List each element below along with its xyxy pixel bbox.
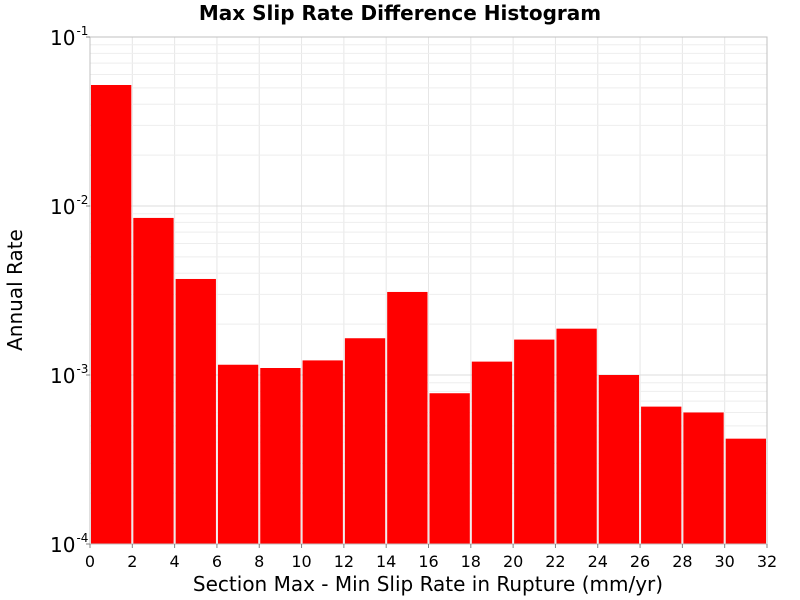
x-tick-label: 6 <box>212 552 222 571</box>
y-axis-ticks: 10-110-210-310-4 <box>50 24 90 557</box>
x-tick-label: 26 <box>630 552 650 571</box>
x-tick-label: 0 <box>85 552 95 571</box>
histogram-bar <box>217 364 259 544</box>
x-tick-label: 12 <box>334 552 354 571</box>
histogram-bar <box>725 438 766 544</box>
x-tick-label: 8 <box>254 552 264 571</box>
y-tick-exponent: -2 <box>76 193 88 207</box>
y-tick-base: 10 <box>50 533 75 557</box>
histogram-bar <box>598 375 640 544</box>
histogram-bar <box>91 84 132 545</box>
y-tick-exponent: -1 <box>76 24 88 38</box>
x-tick-label: 14 <box>376 552 396 571</box>
x-tick-label: 28 <box>672 552 692 571</box>
y-tick-base: 10 <box>50 195 75 219</box>
y-tick-label: 10-4 <box>50 531 88 557</box>
x-tick-label: 32 <box>757 552 777 571</box>
x-tick-label: 22 <box>545 552 565 571</box>
histogram-bar <box>302 360 343 544</box>
histogram-bar <box>260 368 301 544</box>
histogram-bar <box>344 338 386 544</box>
histogram-bar <box>471 361 513 544</box>
x-tick-label: 4 <box>170 552 180 571</box>
x-axis-ticks: 0 2 4 6 8 10 12 14 16 18 20 22 24 26 28 30 32 <box>85 544 777 571</box>
bars <box>91 84 766 545</box>
y-tick-exponent: -4 <box>76 531 88 545</box>
y-tick-base: 10 <box>50 26 75 50</box>
x-tick-label: 10 <box>291 552 311 571</box>
x-tick-label: 18 <box>461 552 481 571</box>
histogram-bar <box>641 406 682 544</box>
y-tick-label: 10-1 <box>50 24 88 50</box>
histogram-bar <box>514 339 555 544</box>
y-tick-exponent: -3 <box>76 362 88 376</box>
x-tick-label: 30 <box>715 552 735 571</box>
x-tick-label: 24 <box>588 552 608 571</box>
chart-title: Max Slip Rate Difference Histogram <box>199 1 601 25</box>
x-axis-label: Section Max - Min Slip Rate in Rupture (… <box>193 572 663 596</box>
histogram-bar <box>683 412 724 544</box>
histogram-bar <box>429 393 470 544</box>
y-tick-label: 10-3 <box>50 362 88 388</box>
x-tick-label: 20 <box>503 552 523 571</box>
y-tick-label: 10-2 <box>50 193 88 219</box>
x-tick-label: 16 <box>418 552 438 571</box>
histogram-bar <box>387 291 428 544</box>
x-tick-label: 2 <box>127 552 137 571</box>
y-tick-base: 10 <box>50 364 75 388</box>
histogram-bar <box>133 217 174 544</box>
histogram-bar <box>556 328 597 544</box>
y-axis-label: Annual Rate <box>3 229 27 351</box>
histogram-bar <box>175 278 216 544</box>
